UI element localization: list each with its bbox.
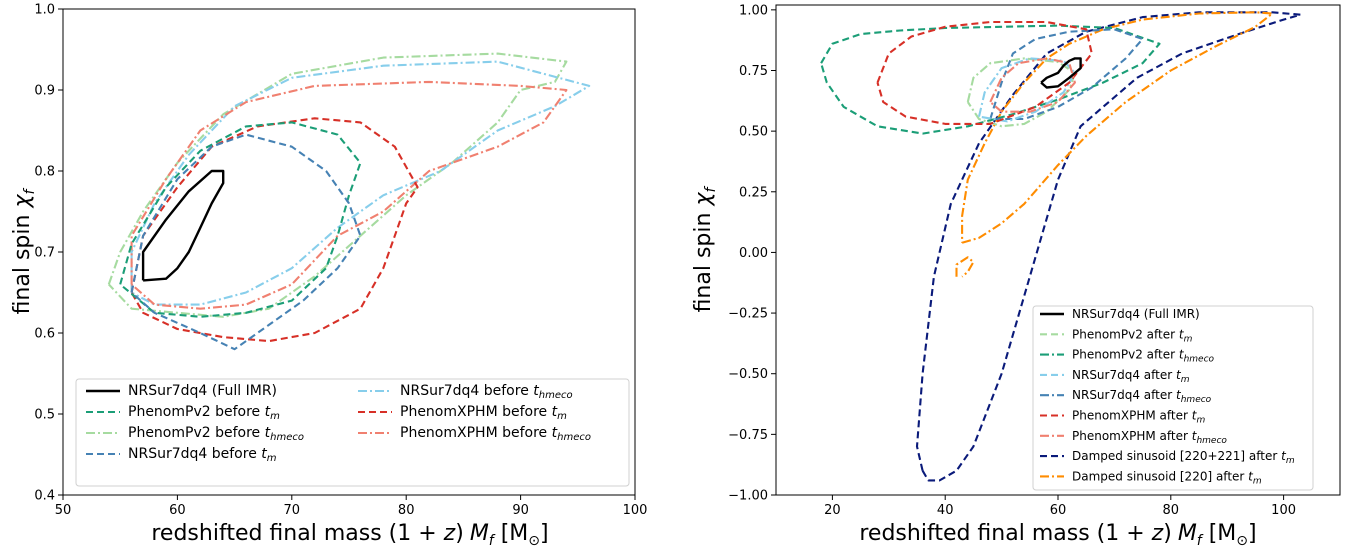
x-tick-label: 60 bbox=[1050, 503, 1067, 518]
right-legend-box bbox=[1032, 305, 1314, 491]
left-axis-ticks: 50 60 70 80 90 100 0.4 0.5 0.6 0.7 0.8 0.9 1.0 bbox=[34, 3, 647, 519]
contour-nrsur-full-9 bbox=[1040, 57, 1082, 89]
right-chart-curves bbox=[820, 11, 1302, 482]
y-tick-label: 0.6 bbox=[34, 327, 55, 342]
right-x-axis-title: redshifted final mass (1 + z) Mf [M⊙] bbox=[859, 521, 1256, 549]
contour-pv2-tm-3 bbox=[820, 24, 1161, 135]
contour-nrsur-thm-6 bbox=[977, 57, 1076, 123]
y-tick-label: 0.75 bbox=[739, 64, 768, 79]
legend-label: NRSur7dq4 (Full IMR) bbox=[128, 383, 277, 399]
contour-nrsur-tm-5 bbox=[130, 133, 362, 351]
legend-label: PhenomPv2 before thmeco bbox=[128, 425, 304, 443]
y-tick-label: 0.4 bbox=[34, 489, 55, 504]
right-legend: NRSur7dq4 (Full IMR) PhenomPv2 after tm Ph… bbox=[1032, 305, 1314, 491]
left-legend: NRSur7dq4 (Full IMR) PhenomPv2 before tm P… bbox=[75, 378, 630, 487]
y-tick-label: −1.00 bbox=[728, 489, 768, 504]
x-tick-label: 100 bbox=[623, 503, 648, 518]
y-tick-label: 1.0 bbox=[34, 3, 55, 18]
legend-label: PhenomPv2 after tm bbox=[1072, 327, 1193, 344]
y-tick-label: 0.5 bbox=[34, 408, 55, 423]
contour-xphm-thm-8 bbox=[989, 57, 1076, 113]
left-y-axis-title: final spin χf bbox=[10, 188, 38, 315]
contour-xphm-tm-7 bbox=[876, 20, 1093, 125]
y-tick-label: −0.75 bbox=[728, 428, 768, 443]
contour-nrsur-thm-1 bbox=[130, 60, 591, 306]
legend-label: NRSur7dq4 before thmeco bbox=[400, 383, 573, 401]
y-tick-label: 0.00 bbox=[739, 246, 768, 261]
y-tick-label: 0.25 bbox=[739, 185, 768, 200]
y-tick-label: 0.7 bbox=[34, 246, 55, 261]
legend-label: PhenomXPHM before tm bbox=[400, 404, 567, 422]
legend-label: Damped sinusoid [220] after tm bbox=[1072, 469, 1262, 486]
x-tick-label: 100 bbox=[1271, 503, 1296, 518]
x-tick-label: 90 bbox=[512, 503, 529, 518]
x-tick-label: 70 bbox=[284, 503, 301, 518]
legend-label: PhenomPv2 before tm bbox=[128, 404, 280, 422]
contour-xphm-tm-3 bbox=[130, 117, 419, 343]
left-legend-box bbox=[75, 378, 630, 487]
contour-pv2-thm-4 bbox=[966, 57, 1076, 128]
contour-pv2-tm-4 bbox=[119, 121, 362, 318]
contour-nrsur-tm-5 bbox=[989, 28, 1144, 121]
contour-ds-220-1 bbox=[961, 11, 1274, 244]
y-tick-label: −0.50 bbox=[728, 367, 768, 382]
left-chart-panel: 50 60 70 80 90 100 0.4 0.5 0.6 0.7 0.8 0.9 1.0 redsh… bbox=[10, 3, 647, 550]
x-tick-label: 50 bbox=[55, 503, 72, 518]
legend-label: NRSur7dq4 after thmeco bbox=[1072, 388, 1212, 405]
x-tick-label: 80 bbox=[398, 503, 415, 518]
legend-label: PhenomXPHM after thmeco bbox=[1072, 429, 1227, 446]
left-x-axis-title: redshifted final mass (1 + z) Mf [M⊙] bbox=[151, 521, 548, 549]
x-tick-label: 40 bbox=[937, 503, 954, 518]
y-tick-label: −0.25 bbox=[728, 307, 768, 322]
legend-label: NRSur7dq4 (Full IMR) bbox=[1072, 307, 1200, 321]
legend-label: Damped sinusoid [220+221] after tm bbox=[1072, 449, 1295, 466]
legend-label: PhenomXPHM after tm bbox=[1072, 409, 1205, 426]
x-tick-label: 20 bbox=[824, 503, 841, 518]
right-axis-ticks: 20 40 60 80 100 −1.00 −0.75 −0.50 −0.25 0.00 0.25 0… bbox=[728, 3, 1296, 518]
left-chart-curves bbox=[107, 52, 591, 351]
y-tick-label: 0.8 bbox=[34, 165, 55, 180]
y-tick-label: 0.9 bbox=[34, 84, 55, 99]
legend-label: NRSur7dq4 after tm bbox=[1072, 368, 1190, 385]
legend-label: PhenomPv2 after thmeco bbox=[1072, 348, 1215, 365]
x-tick-label: 60 bbox=[169, 503, 186, 518]
right-chart-panel: 20 40 60 80 100 −1.00 −0.75 −0.50 −0.25 0.00 0.25 0… bbox=[691, 3, 1341, 549]
contour-pv2-thm-0 bbox=[107, 52, 568, 318]
legend-label: PhenomXPHM before thmeco bbox=[400, 425, 591, 443]
contour-ds-220-2 bbox=[955, 256, 975, 278]
x-tick-label: 80 bbox=[1163, 503, 1180, 518]
legend-label: NRSur7dq4 before tm bbox=[128, 446, 277, 464]
right-y-axis-title: final spin χf bbox=[691, 186, 719, 313]
contour-nrsur-full-6 bbox=[141, 169, 225, 282]
y-tick-label: 0.50 bbox=[739, 125, 768, 140]
y-tick-label: 1.00 bbox=[739, 3, 768, 18]
contour-xphm-thm-2 bbox=[130, 80, 568, 310]
contour-ds-221-0 bbox=[915, 11, 1302, 482]
